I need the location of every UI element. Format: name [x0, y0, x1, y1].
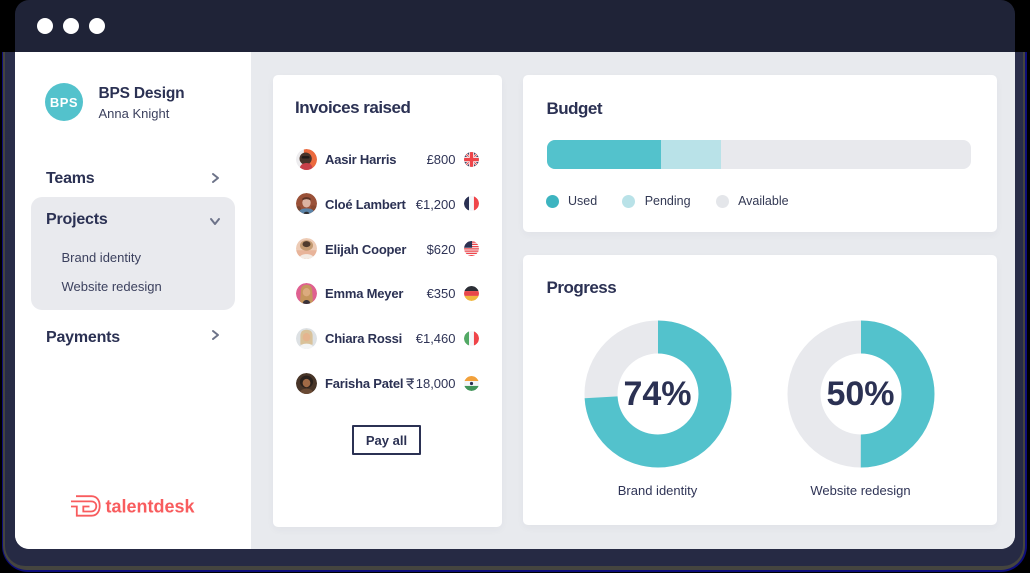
svg-text:talentdesk: talentdesk [105, 495, 195, 516]
